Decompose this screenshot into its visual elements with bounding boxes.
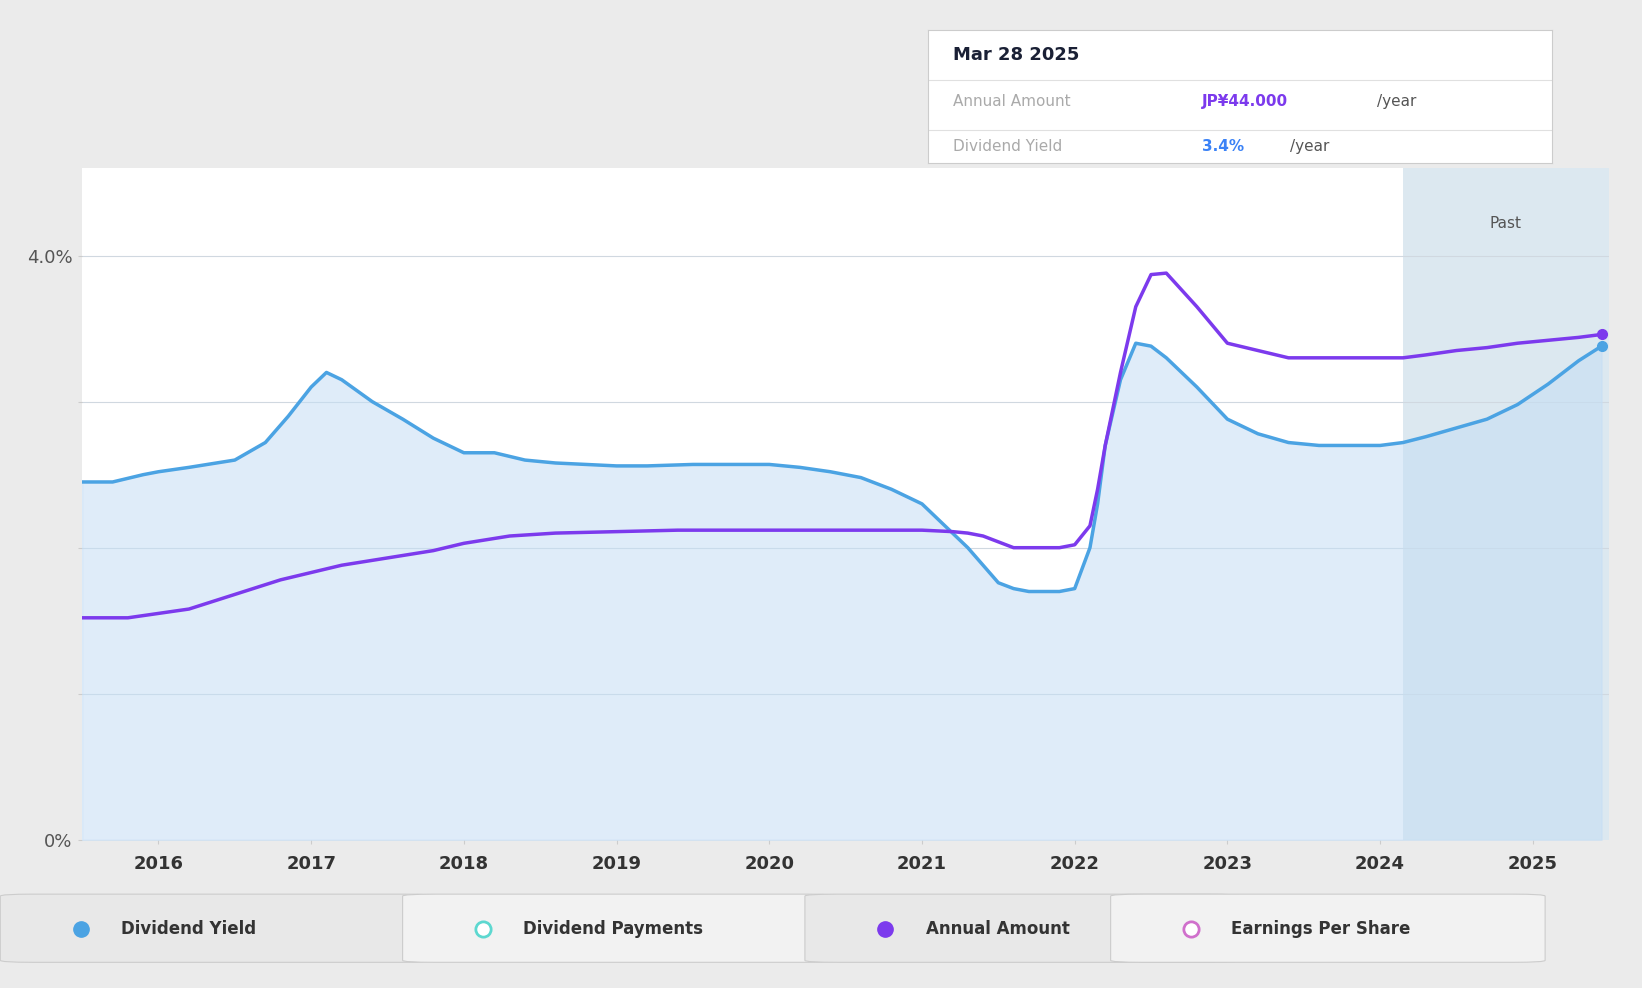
Text: Annual Amount: Annual Amount <box>952 94 1071 109</box>
Text: /year: /year <box>1289 139 1328 154</box>
Text: Annual Amount: Annual Amount <box>926 920 1069 938</box>
Text: Dividend Yield: Dividend Yield <box>122 920 256 938</box>
Bar <box>1402 168 1642 840</box>
Text: 3.4%: 3.4% <box>1202 139 1245 154</box>
FancyBboxPatch shape <box>402 894 837 962</box>
Text: Mar 28 2025: Mar 28 2025 <box>952 45 1079 63</box>
FancyBboxPatch shape <box>0 894 435 962</box>
Text: Dividend Yield: Dividend Yield <box>952 139 1062 154</box>
Text: Past: Past <box>1489 216 1522 231</box>
Text: JP¥44.000: JP¥44.000 <box>1202 94 1289 109</box>
Text: /year: /year <box>1378 94 1417 109</box>
FancyBboxPatch shape <box>805 894 1240 962</box>
Text: Dividend Payments: Dividend Payments <box>524 920 703 938</box>
Text: Earnings Per Share: Earnings Per Share <box>1232 920 1410 938</box>
FancyBboxPatch shape <box>1110 894 1545 962</box>
